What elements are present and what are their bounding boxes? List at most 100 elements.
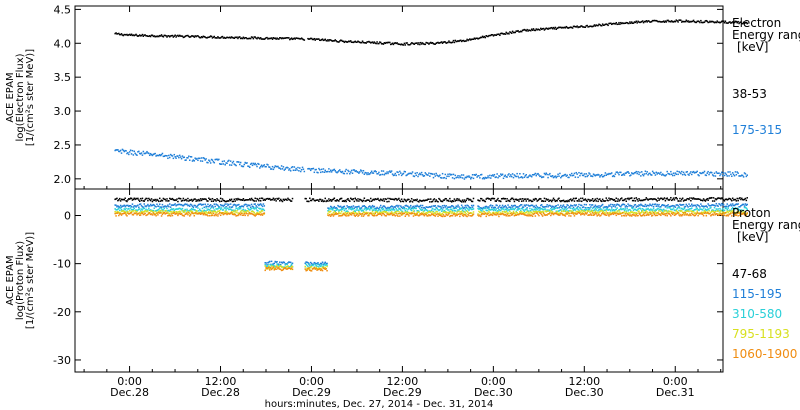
proton-data-point bbox=[671, 204, 674, 207]
proton-data-point bbox=[726, 203, 728, 205]
electron-data-point bbox=[345, 168, 347, 171]
proton-data-point bbox=[380, 214, 383, 217]
proton-data-point bbox=[616, 212, 618, 215]
electron-data-point bbox=[389, 171, 392, 173]
proton-data-point bbox=[172, 204, 175, 206]
proton-data-point bbox=[417, 214, 419, 217]
proton-data-point bbox=[180, 209, 183, 211]
proton-data-point bbox=[647, 207, 649, 210]
electron-data-point bbox=[469, 38, 471, 40]
proton-data-point bbox=[187, 209, 189, 212]
proton-data-point bbox=[412, 199, 415, 201]
proton-data-point bbox=[529, 213, 531, 215]
electron-data-point bbox=[723, 174, 726, 177]
electron-data-point bbox=[605, 174, 608, 176]
electron-data-point bbox=[339, 39, 342, 41]
proton-data-point bbox=[689, 205, 691, 207]
proton-data-point bbox=[731, 205, 733, 207]
proton-data-point bbox=[502, 213, 505, 216]
proton-data-point bbox=[498, 200, 500, 202]
electron-data-point bbox=[592, 25, 595, 27]
proton-data-point bbox=[743, 198, 746, 201]
electron-data-point bbox=[661, 21, 664, 23]
proton-data-point bbox=[454, 213, 457, 215]
proton-data-point bbox=[362, 210, 365, 212]
proton-data-point bbox=[657, 212, 659, 214]
proton-data-point bbox=[637, 214, 639, 217]
proton-data-point bbox=[149, 209, 152, 211]
electron-data-point bbox=[179, 35, 182, 37]
proton-data-point bbox=[423, 206, 426, 209]
proton-data-point bbox=[500, 213, 503, 215]
proton-data-point bbox=[507, 212, 509, 214]
proton-data-point bbox=[515, 211, 517, 213]
proton-data-point bbox=[550, 210, 552, 212]
proton-data-point bbox=[141, 211, 144, 213]
proton-data-point bbox=[412, 210, 415, 213]
electron-data-point bbox=[343, 172, 346, 175]
proton-data-point bbox=[549, 204, 551, 207]
proton-data-point bbox=[730, 212, 732, 215]
proton-data-point bbox=[393, 206, 396, 208]
proton-data-point bbox=[291, 197, 294, 200]
proton-data-point bbox=[572, 206, 575, 209]
proton-data-point bbox=[341, 213, 344, 216]
electron-data-point bbox=[354, 40, 357, 43]
electron-data-point bbox=[456, 176, 458, 179]
proton-data-point bbox=[445, 208, 447, 210]
proton-data-point bbox=[499, 204, 501, 207]
proton-data-point bbox=[154, 210, 156, 213]
electron-data-point bbox=[458, 176, 460, 179]
proton-data-point bbox=[315, 262, 317, 265]
electron-data-point bbox=[595, 24, 598, 26]
proton-data-point bbox=[580, 214, 582, 216]
proton-data-point bbox=[503, 211, 506, 213]
proton-data-point bbox=[554, 207, 557, 209]
proton-data-point bbox=[513, 214, 516, 217]
proton-data-point bbox=[273, 199, 276, 201]
electron-data-point bbox=[266, 36, 268, 39]
proton-data-point bbox=[664, 214, 667, 217]
proton-data-point bbox=[621, 208, 624, 210]
electron-data-point bbox=[559, 26, 561, 29]
proton-data-point bbox=[232, 200, 235, 203]
electron-data-point bbox=[584, 175, 587, 178]
proton-data-point bbox=[615, 197, 618, 200]
electron-data-point bbox=[693, 172, 696, 174]
proton-data-point bbox=[388, 209, 390, 212]
proton-data-point bbox=[119, 200, 122, 202]
proton-data-point bbox=[340, 210, 343, 213]
proton-data-point bbox=[414, 205, 417, 207]
proton-data-point bbox=[470, 204, 473, 207]
proton-data-point bbox=[158, 211, 160, 214]
proton-data-point bbox=[164, 210, 166, 212]
proton-data-point bbox=[160, 212, 163, 214]
electron-data-point bbox=[192, 159, 195, 161]
proton-data-point bbox=[459, 199, 461, 202]
proton-data-point bbox=[359, 208, 362, 211]
electron-data-point bbox=[337, 41, 339, 43]
electron-data-point bbox=[737, 172, 739, 174]
proton-data-point bbox=[584, 198, 587, 200]
electron-legend-title: Energy ranges bbox=[732, 28, 800, 42]
proton-data-point bbox=[733, 213, 736, 216]
proton-data-point bbox=[129, 207, 132, 209]
proton-data-point bbox=[187, 210, 189, 213]
proton-data-point bbox=[186, 203, 188, 206]
proton-data-point bbox=[237, 212, 239, 214]
proton-data-point bbox=[345, 215, 347, 217]
proton-data-point bbox=[571, 199, 574, 201]
proton-data-point bbox=[307, 267, 309, 270]
proton-data-point bbox=[175, 208, 177, 210]
electron-data-point bbox=[706, 172, 708, 174]
proton-data-point bbox=[392, 213, 395, 216]
proton-data-point bbox=[718, 209, 720, 212]
proton-data-point bbox=[541, 208, 544, 211]
proton-data-point bbox=[714, 198, 717, 200]
electron-data-point bbox=[203, 35, 206, 38]
proton-data-point bbox=[642, 213, 645, 216]
proton-data-point bbox=[255, 213, 257, 215]
electron-data-point bbox=[376, 41, 378, 43]
electron-data-point bbox=[594, 174, 597, 177]
proton-data-point bbox=[331, 213, 334, 216]
